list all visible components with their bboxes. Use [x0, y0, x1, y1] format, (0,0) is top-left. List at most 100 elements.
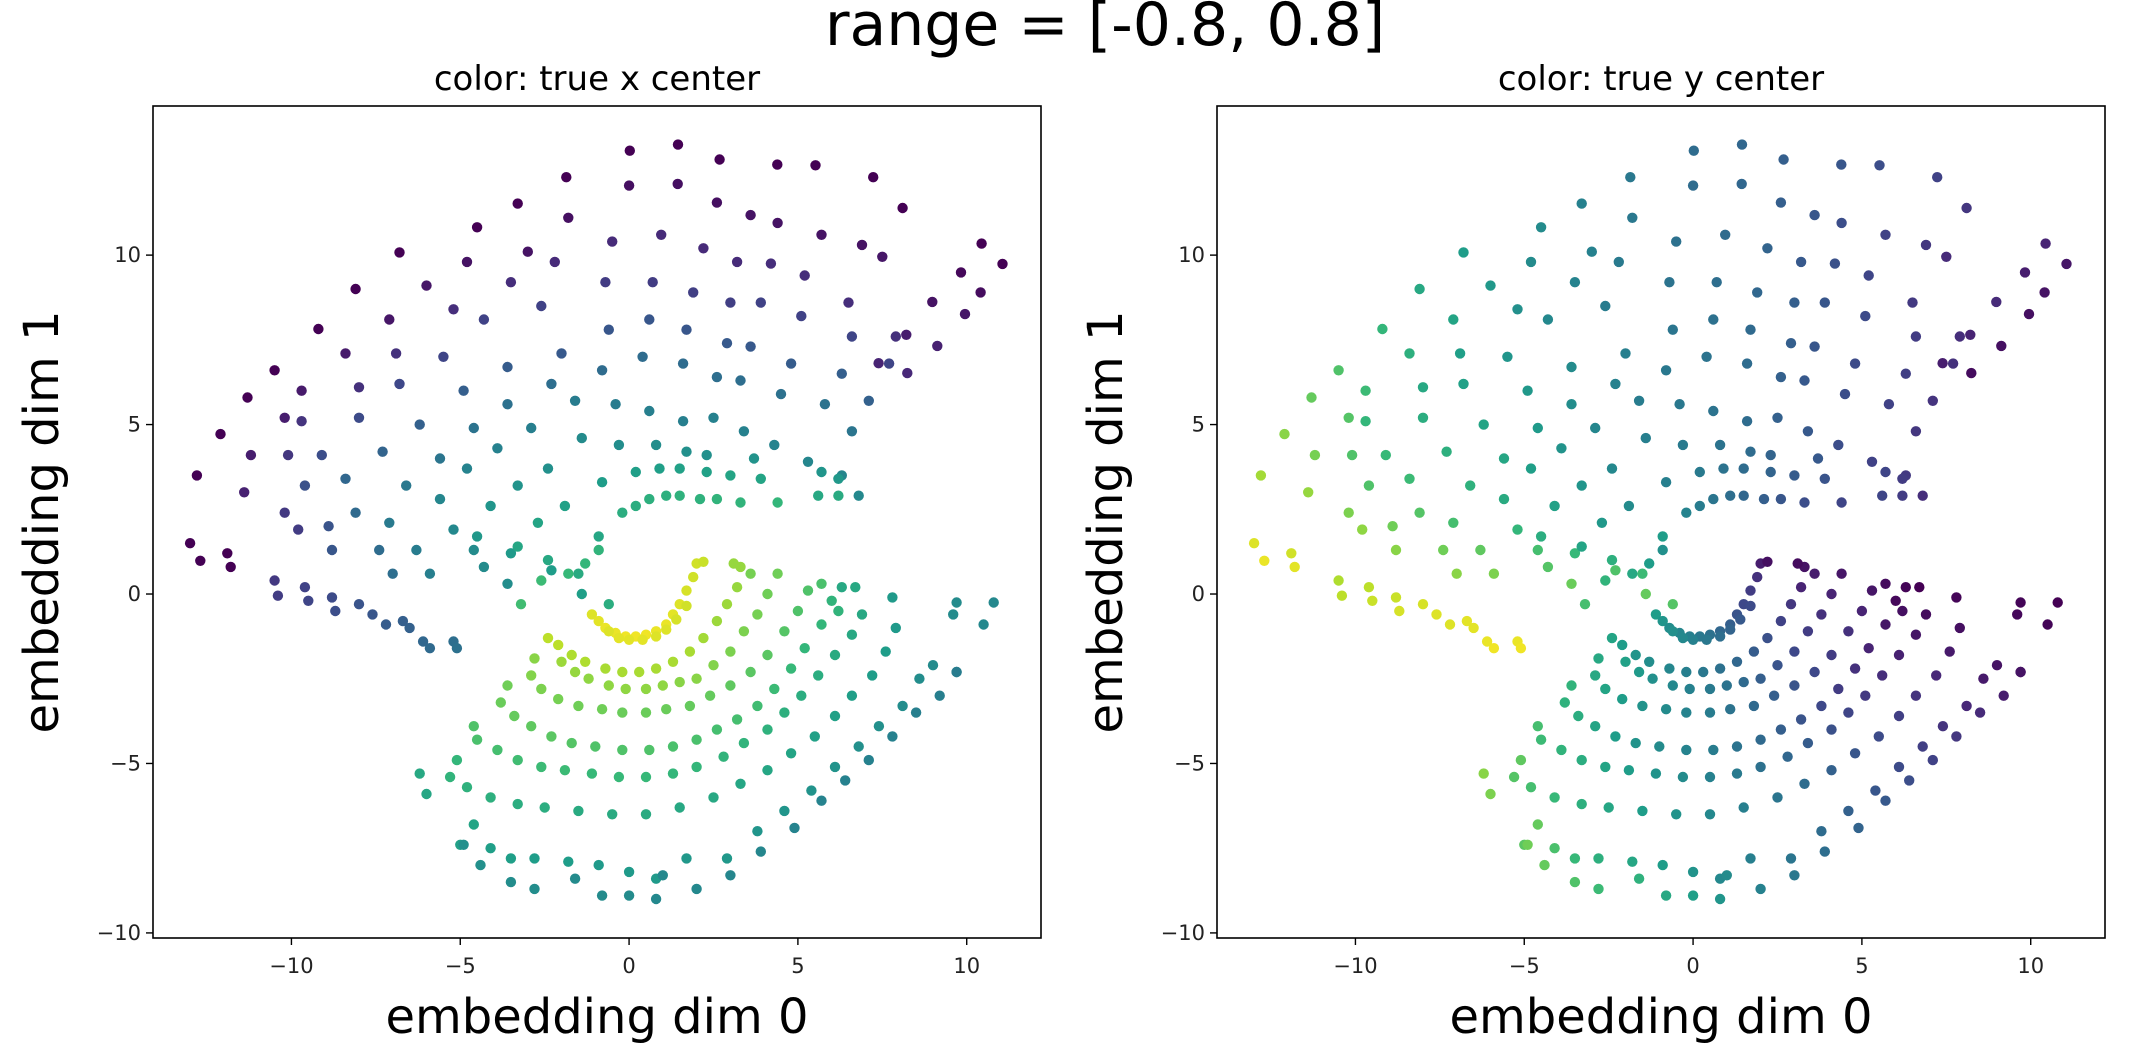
scatter-point — [421, 788, 432, 800]
scatter-point — [195, 555, 206, 566]
scatter-point — [1880, 578, 1891, 589]
scatter-point — [1731, 768, 1743, 779]
scatter-point — [674, 490, 685, 501]
scatter-point — [563, 212, 574, 223]
scatter-point — [1910, 690, 1922, 701]
scatter-point — [1438, 544, 1449, 556]
scatter-point — [1799, 497, 1810, 508]
scatter-point — [1303, 487, 1314, 498]
scatter-point — [1593, 653, 1604, 664]
scatter-point — [1856, 605, 1868, 617]
scatter-point — [573, 805, 584, 817]
y-tick-label: 0 — [1192, 582, 1205, 606]
y-tick-label: 5 — [128, 413, 141, 437]
scatter-point — [1593, 883, 1604, 895]
scatter-point — [1843, 707, 1854, 718]
scatter-point — [367, 609, 378, 620]
scatter-point — [1745, 853, 1756, 864]
scatter-point — [1809, 341, 1820, 352]
scatter-point — [468, 422, 479, 434]
scatter-point — [401, 480, 412, 491]
scatter-point — [1725, 490, 1736, 501]
scatter-point — [1826, 724, 1837, 735]
scatter-point — [1731, 656, 1743, 667]
scatter-point — [684, 646, 696, 657]
scatter-point — [1819, 846, 1831, 857]
scatter-point — [485, 500, 496, 512]
x-axis-label: embedding dim 0 — [1449, 989, 1872, 1045]
x-tick-label: −5 — [1509, 954, 1540, 978]
scatter-point — [1603, 802, 1614, 813]
x-ticks: −10 −5 0 5 10 — [1333, 938, 2044, 978]
scatter-point — [1576, 480, 1587, 491]
scatter-point — [1681, 666, 1692, 678]
scatter-point — [677, 358, 689, 369]
scatter-point — [299, 582, 311, 593]
scatter-point — [868, 172, 879, 183]
scatter-point — [1714, 663, 1726, 674]
scatter-point — [681, 853, 692, 864]
scatter-point — [1613, 256, 1625, 268]
scatter-point — [1927, 754, 1939, 766]
scatter-point — [1590, 670, 1601, 681]
scatter-point — [816, 619, 827, 630]
scatter-point — [1914, 582, 1925, 593]
scatter-point — [873, 358, 884, 369]
scatter-point — [1360, 416, 1371, 427]
scatter-point — [512, 798, 523, 810]
scatter-point — [623, 180, 635, 191]
scatter-point — [1687, 890, 1699, 901]
scatter-point — [1367, 595, 1378, 606]
scatter-point — [1478, 419, 1489, 430]
scatter-point — [600, 663, 611, 674]
scatter-point — [1502, 351, 1513, 362]
scatter-point — [1965, 329, 1976, 340]
scatter-point — [390, 348, 402, 359]
scatter-point — [1708, 744, 1719, 756]
scatter-point — [384, 314, 395, 325]
scatter-point — [1417, 382, 1429, 393]
scatter-point — [762, 649, 773, 661]
scatter-point — [698, 632, 709, 644]
scatter-point — [1667, 626, 1679, 637]
scatter-point — [569, 873, 581, 884]
scatter-point — [772, 159, 783, 170]
scatter-point — [623, 866, 635, 878]
scatter-point — [553, 639, 564, 651]
scatter-point — [1515, 643, 1527, 654]
scatter-point — [414, 768, 425, 779]
scatter-point — [421, 280, 432, 291]
scatter-point — [505, 548, 517, 559]
scatter-point — [299, 480, 311, 491]
scatter-point — [745, 666, 756, 678]
scatter-point — [471, 531, 483, 542]
scatter-point — [1549, 792, 1560, 803]
scatter-point — [1681, 507, 1692, 518]
y-tick-label: −10 — [97, 921, 141, 945]
scatter-point — [927, 296, 938, 308]
scatter-point — [1951, 592, 1962, 603]
scatter-point — [681, 585, 692, 596]
scatter-point — [1677, 632, 1689, 644]
scatter-point — [1917, 490, 1928, 501]
scatter-point — [1893, 710, 1905, 722]
y-tick-label: 5 — [1192, 413, 1205, 437]
scatter-point — [1576, 541, 1587, 552]
scatter-point — [350, 283, 361, 295]
scatter-point — [711, 371, 723, 383]
scatter-point — [242, 392, 253, 403]
scatter-point — [1978, 673, 1989, 684]
scatter-point — [1610, 565, 1621, 576]
scatter-point — [955, 267, 967, 278]
scatter-point — [1738, 676, 1749, 688]
scatter-point — [701, 449, 712, 461]
scatter-point — [1996, 340, 2007, 352]
scatter-point — [536, 575, 547, 586]
scatter-point — [613, 439, 625, 451]
scatter-point — [272, 590, 284, 601]
scatter-point — [846, 331, 858, 342]
scatter-point — [833, 605, 844, 617]
scatter-point — [1441, 446, 1452, 457]
scatter-point — [1346, 449, 1358, 461]
scatter-point — [1721, 870, 1733, 881]
